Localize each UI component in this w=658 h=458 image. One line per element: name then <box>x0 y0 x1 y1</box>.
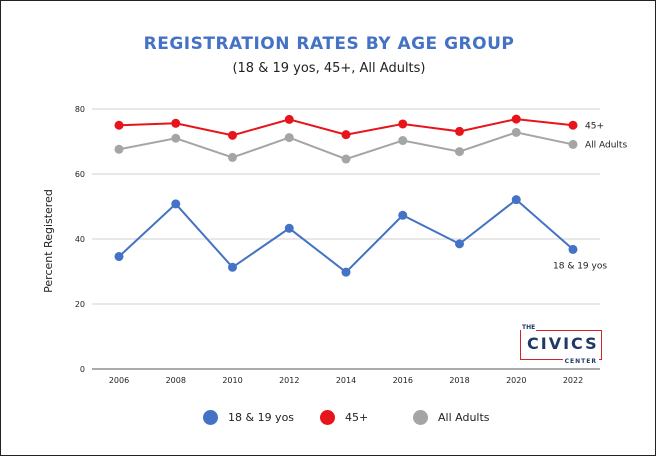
y-tick-label: 20 <box>75 300 85 309</box>
data-point <box>171 199 181 209</box>
legend-label: 45+ <box>345 411 369 424</box>
x-tick-label: 2008 <box>166 376 186 385</box>
data-point <box>341 130 351 140</box>
data-point <box>341 154 351 164</box>
x-tick-label: 2014 <box>336 376 356 385</box>
legend-swatch <box>413 410 428 425</box>
logo-the-text: THE <box>521 324 537 331</box>
data-point <box>455 126 464 136</box>
data-point <box>341 267 351 277</box>
legend-item: All Adults <box>413 410 490 425</box>
data-point <box>455 147 464 157</box>
data-point <box>284 133 294 143</box>
x-tick-label: 2016 <box>393 376 413 385</box>
legend-swatch <box>320 410 335 425</box>
data-point <box>398 136 408 146</box>
data-point <box>228 152 237 162</box>
data-point <box>284 223 294 233</box>
y-tick-label: 60 <box>75 170 85 179</box>
data-point <box>114 144 124 154</box>
legend-label: 18 & 19 yos <box>228 411 295 424</box>
y-tick-label: 80 <box>75 105 85 114</box>
x-tick-label: 2020 <box>506 376 526 385</box>
data-point <box>511 195 521 205</box>
y-tick-label: 0 <box>80 365 85 374</box>
x-tick-label: 2018 <box>449 376 469 385</box>
data-point <box>511 114 521 124</box>
x-tick-label: 2022 <box>563 376 583 385</box>
series-end-label: All Adults <box>585 140 627 150</box>
data-point <box>568 244 578 254</box>
logo-sub-text: CENTER <box>562 358 599 365</box>
data-point <box>398 210 408 220</box>
x-tick-label: 2006 <box>109 376 129 385</box>
logo-main-text: CIVICS <box>527 334 599 353</box>
data-point <box>568 139 578 149</box>
civics-center-logo: THE CIVICS CENTER <box>520 324 602 365</box>
chart-subtitle: (18 & 19 yos, 45+, All Adults) <box>232 61 426 76</box>
data-point <box>114 252 124 262</box>
y-tick-label: 40 <box>75 235 85 244</box>
data-point <box>228 130 237 140</box>
series-end-label: 18 & 19 yos <box>553 261 607 271</box>
data-point <box>511 127 521 137</box>
series-line <box>118 198 574 274</box>
data-point <box>228 262 237 272</box>
data-point <box>114 120 124 130</box>
series-end-label: 45+ <box>585 121 604 131</box>
chart-legend: 18 & 19 yos 45+ All Adults <box>0 410 658 430</box>
x-tick-label: 2012 <box>279 376 299 385</box>
data-point <box>398 119 408 129</box>
legend-item: 18 & 19 yos <box>203 410 294 425</box>
data-point <box>568 120 578 130</box>
data-point <box>171 133 181 143</box>
data-point <box>455 239 464 249</box>
data-point <box>171 118 181 128</box>
legend-swatch <box>203 410 218 425</box>
data-point <box>284 114 294 124</box>
legend-label: All Adults <box>438 411 490 424</box>
legend-item: 45+ <box>320 410 368 425</box>
chart-title: REGISTRATION RATES BY AGE GROUP <box>143 34 515 54</box>
y-axis-label: Percent Registered <box>42 189 55 293</box>
x-tick-label: 2010 <box>222 376 242 385</box>
